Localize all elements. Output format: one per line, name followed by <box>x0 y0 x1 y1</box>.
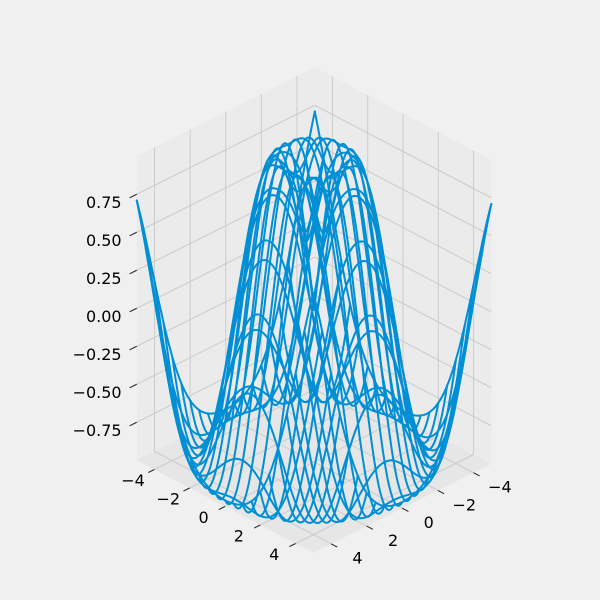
z-tick-mark <box>129 307 137 313</box>
z-tick-mark <box>129 231 137 237</box>
x-tick-label: −4 <box>121 471 145 490</box>
z-tick-mark <box>129 421 137 427</box>
y-tick-label: 2 <box>388 531 398 550</box>
y-tick-label: −2 <box>453 495 477 514</box>
wire-column <box>250 165 431 517</box>
z-tick-label: −0.75 <box>73 421 122 440</box>
x-tick-mark <box>183 487 190 492</box>
z-axis-ticks: −0.75 −0.50 −0.25 0.00 0.25 0.50 0.75 <box>73 193 137 440</box>
z-gridline-right <box>314 104 492 199</box>
wire-column <box>232 148 413 510</box>
wire-row <box>198 164 377 518</box>
wire-row <box>171 313 350 524</box>
z-tick-mark <box>129 383 137 389</box>
x-tick-label: 4 <box>269 545 279 564</box>
y-tick-mark <box>473 472 480 477</box>
wire-column <box>276 314 457 524</box>
z-tick-label: −0.25 <box>73 345 122 364</box>
wire-column <box>303 240 484 520</box>
wire-column <box>241 155 422 514</box>
x-tick-mark <box>218 506 226 511</box>
x-axis-ticks: −4 −2 0 2 4 <box>121 469 296 564</box>
x-tick-mark <box>147 469 155 474</box>
x-tick-label: 0 <box>199 508 209 527</box>
z-tick-label: 0.75 <box>86 193 122 212</box>
y-tick-label: 4 <box>352 549 362 568</box>
y-gridline-floor <box>154 450 332 545</box>
wireframe-surface <box>135 110 493 524</box>
z-tick-label: −0.50 <box>73 383 122 402</box>
wire-column <box>224 142 404 506</box>
y-tick-label: −4 <box>488 478 512 497</box>
wire-column <box>268 240 449 522</box>
y-gridline-floor <box>261 397 439 491</box>
y-tick-mark <box>402 507 409 512</box>
wire-row <box>135 199 315 506</box>
y-axis-ticks: −4 −2 0 2 4 <box>330 472 512 568</box>
wire-row <box>206 154 386 515</box>
z-gridline-right <box>314 332 492 427</box>
z-tick-mark <box>129 269 137 275</box>
x-tick-mark <box>289 543 296 548</box>
y-gridline-floor <box>296 379 474 474</box>
x-tick-mark <box>253 524 261 529</box>
y-gridline-floor <box>225 415 403 509</box>
wire-row <box>215 147 395 512</box>
x-tick-label: 2 <box>234 527 244 546</box>
wire-row <box>144 237 324 519</box>
z-tick-mark <box>129 345 137 351</box>
wire-column <box>312 203 493 508</box>
y-gridline-floor <box>189 433 367 527</box>
z-gridline-right <box>314 180 492 275</box>
z-tick-mark <box>129 193 137 199</box>
z-tick-label: 0.25 <box>86 269 122 288</box>
z-tick-label: 0.00 <box>86 307 122 326</box>
y-tick-mark <box>366 525 374 530</box>
wire-row <box>180 239 359 523</box>
y-tick-label: 0 <box>424 513 434 532</box>
z-tick-label: 0.50 <box>86 231 122 250</box>
x-tick-label: −2 <box>157 490 181 509</box>
y-tick-mark <box>437 490 445 495</box>
z-gridline-left <box>136 104 315 195</box>
y-tick-mark <box>330 543 338 548</box>
